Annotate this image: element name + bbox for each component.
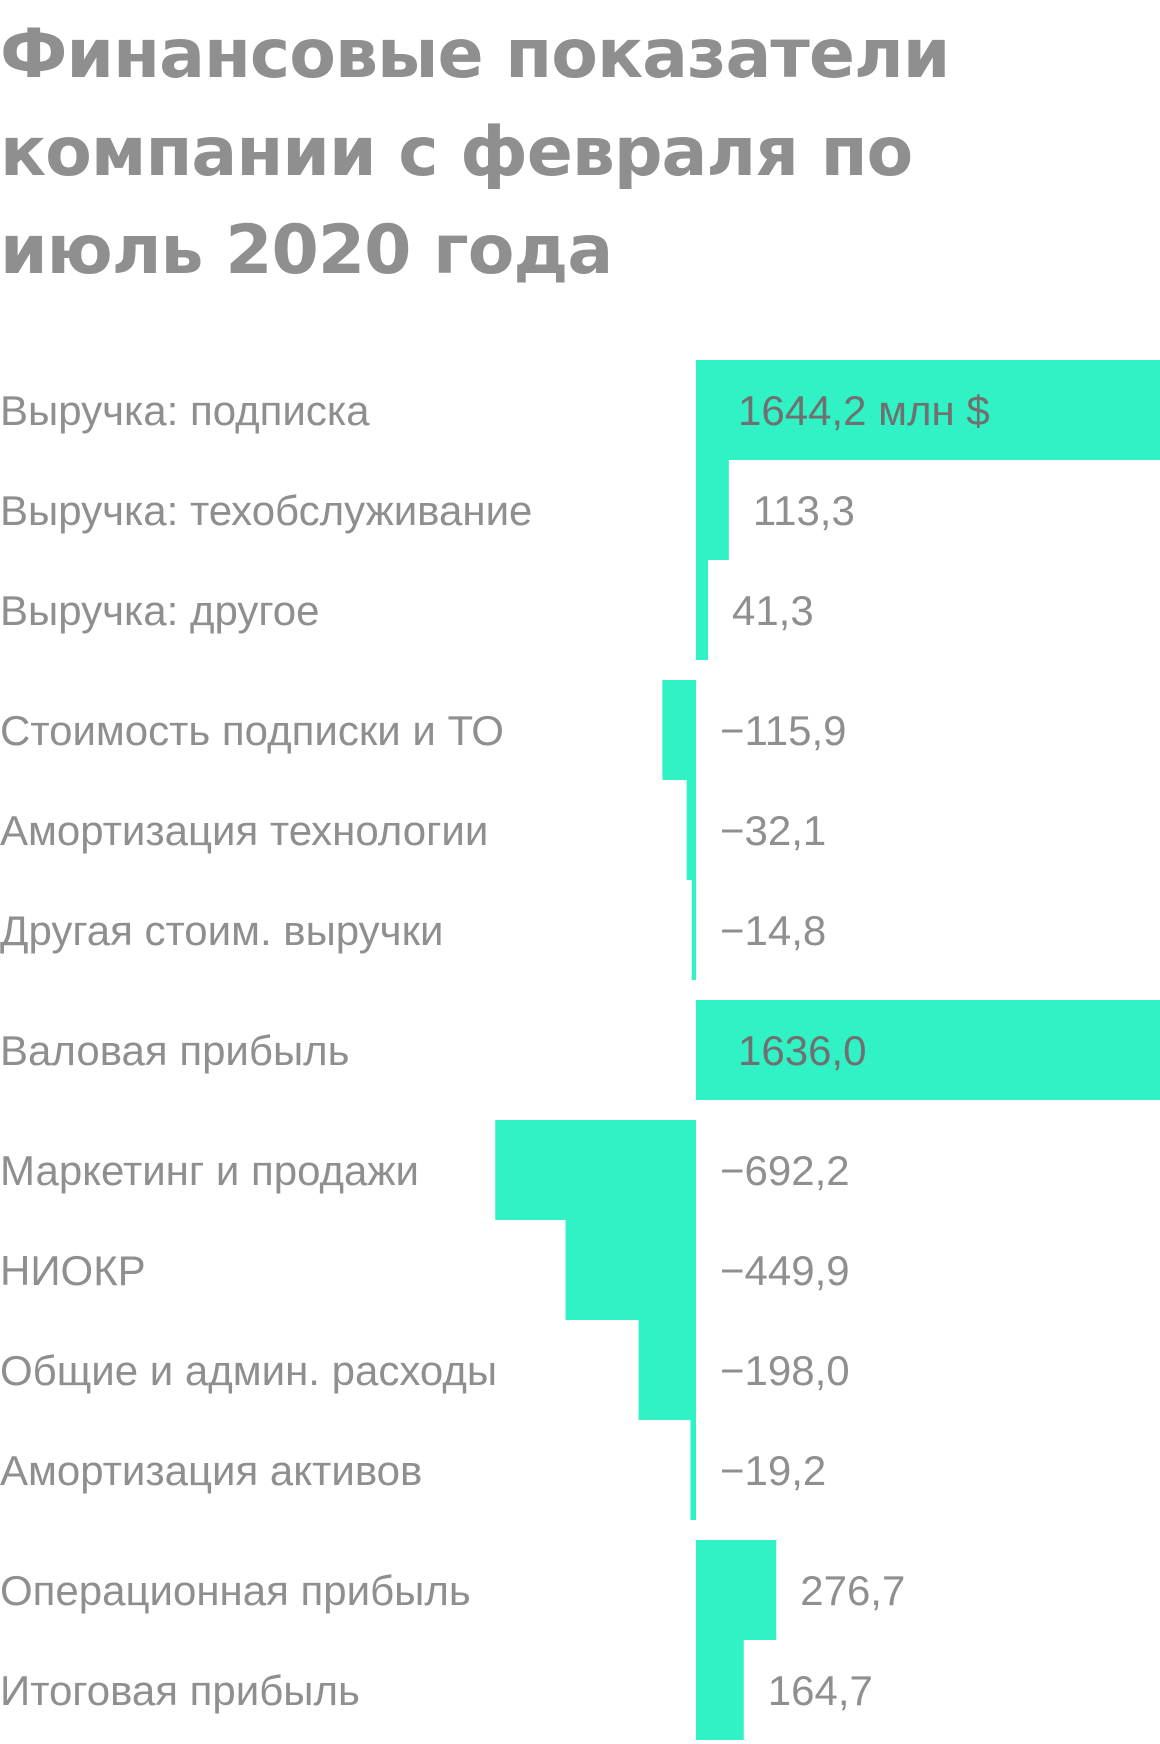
category-label: Общие и админ. расходы — [0, 1347, 497, 1394]
bar — [690, 1420, 696, 1520]
value-label: 1636,0 — [738, 1027, 866, 1074]
chart-title: Финансовые показатели компании с февраля… — [0, 15, 950, 290]
bar — [565, 1220, 696, 1320]
category-label: Выручка: техобслуживание — [0, 487, 532, 534]
category-label: Амортизация технологии — [0, 807, 488, 854]
category-label: Операционная прибыль — [0, 1567, 471, 1614]
category-label: Амортизация активов — [0, 1447, 422, 1494]
value-label: −32,1 — [720, 807, 826, 854]
value-label: 164,7 — [768, 1667, 873, 1714]
bar — [495, 1120, 696, 1220]
category-label: Итоговая прибыль — [0, 1667, 360, 1714]
bar — [638, 1320, 696, 1420]
value-label: −14,8 — [720, 907, 826, 954]
category-label: Выручка: подписка — [0, 387, 370, 434]
value-label: −449,9 — [720, 1247, 850, 1294]
value-label: −19,2 — [720, 1447, 826, 1494]
bar — [696, 1000, 1160, 1100]
category-label: НИОКР — [0, 1247, 146, 1294]
bar — [696, 560, 708, 660]
bar — [691, 880, 696, 980]
bar — [696, 460, 729, 560]
value-label: −198,0 — [720, 1347, 850, 1394]
value-label: 41,3 — [732, 587, 814, 634]
category-label: Маркетинг и продажи — [0, 1147, 419, 1194]
value-label: −692,2 — [720, 1147, 850, 1194]
category-label: Валовая прибыль — [0, 1027, 350, 1074]
bar — [662, 680, 696, 780]
value-label: −115,9 — [720, 707, 847, 754]
value-label: 1644,2 млн $ — [738, 387, 990, 434]
category-label: Стоимость подписки и ТО — [0, 707, 504, 754]
bar — [696, 1640, 744, 1740]
category-label: Выручка: другое — [0, 587, 319, 634]
value-label: 276,7 — [800, 1567, 905, 1614]
bar — [696, 360, 1160, 460]
bar — [686, 780, 696, 880]
value-label: 113,3 — [753, 487, 855, 534]
category-label: Другая стоим. выручки — [0, 907, 443, 954]
bar — [696, 1540, 777, 1640]
